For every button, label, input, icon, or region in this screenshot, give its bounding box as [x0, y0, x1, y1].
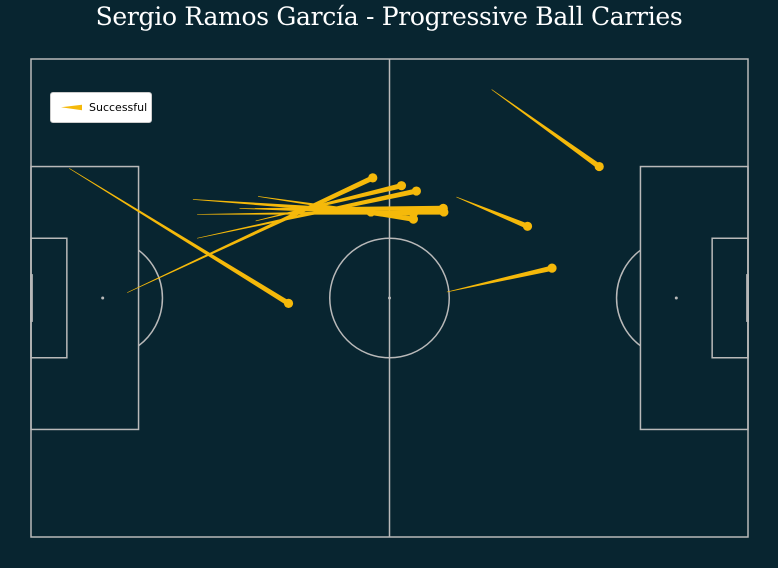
- carries-layer: [69, 89, 604, 308]
- carry-line-10: [446, 265, 553, 293]
- centre-circle: [329, 237, 450, 359]
- right-penalty-area: [639, 165, 749, 431]
- left-goal: [30, 274, 33, 322]
- carry-line-1: [69, 168, 290, 306]
- carry-end-marker-9: [438, 203, 448, 213]
- carry-end-marker-7: [411, 186, 421, 196]
- carry-line-2: [127, 175, 374, 293]
- carry-line-12: [491, 89, 601, 169]
- carry-line-9: [255, 205, 444, 211]
- legend-carry-swatch: [61, 104, 82, 111]
- carry-end-marker-1: [283, 298, 294, 308]
- left-penalty-area: [30, 165, 140, 431]
- right-goal: [746, 274, 749, 322]
- right-six-yard-box: [711, 237, 749, 359]
- legend: Successful: [50, 92, 152, 123]
- carry-end-marker-11: [522, 221, 533, 231]
- pitch-lines: [30, 58, 749, 538]
- left-penalty-spot: [101, 296, 105, 300]
- carry-end-marker-10: [547, 263, 557, 273]
- carry-end-marker-6: [396, 181, 407, 191]
- carry-end-marker-8: [408, 214, 418, 224]
- left-six-yard-box: [30, 237, 68, 359]
- right-penalty-spot: [674, 296, 678, 300]
- left-penalty-arc: [138, 249, 164, 347]
- centre-spot: [388, 296, 391, 300]
- carry-end-marker-2: [368, 173, 378, 183]
- carry-line-11: [456, 196, 529, 229]
- carry-line-7: [197, 188, 417, 239]
- right-penalty-arc: [615, 249, 641, 347]
- carry-end-marker-12: [594, 161, 604, 172]
- carry-line-6: [255, 183, 403, 222]
- chart-title: Sergio Ramos García - Progressive Ball C…: [95, 2, 683, 31]
- legend-carry-wedge: [61, 104, 82, 111]
- legend-label: Successful: [89, 101, 148, 114]
